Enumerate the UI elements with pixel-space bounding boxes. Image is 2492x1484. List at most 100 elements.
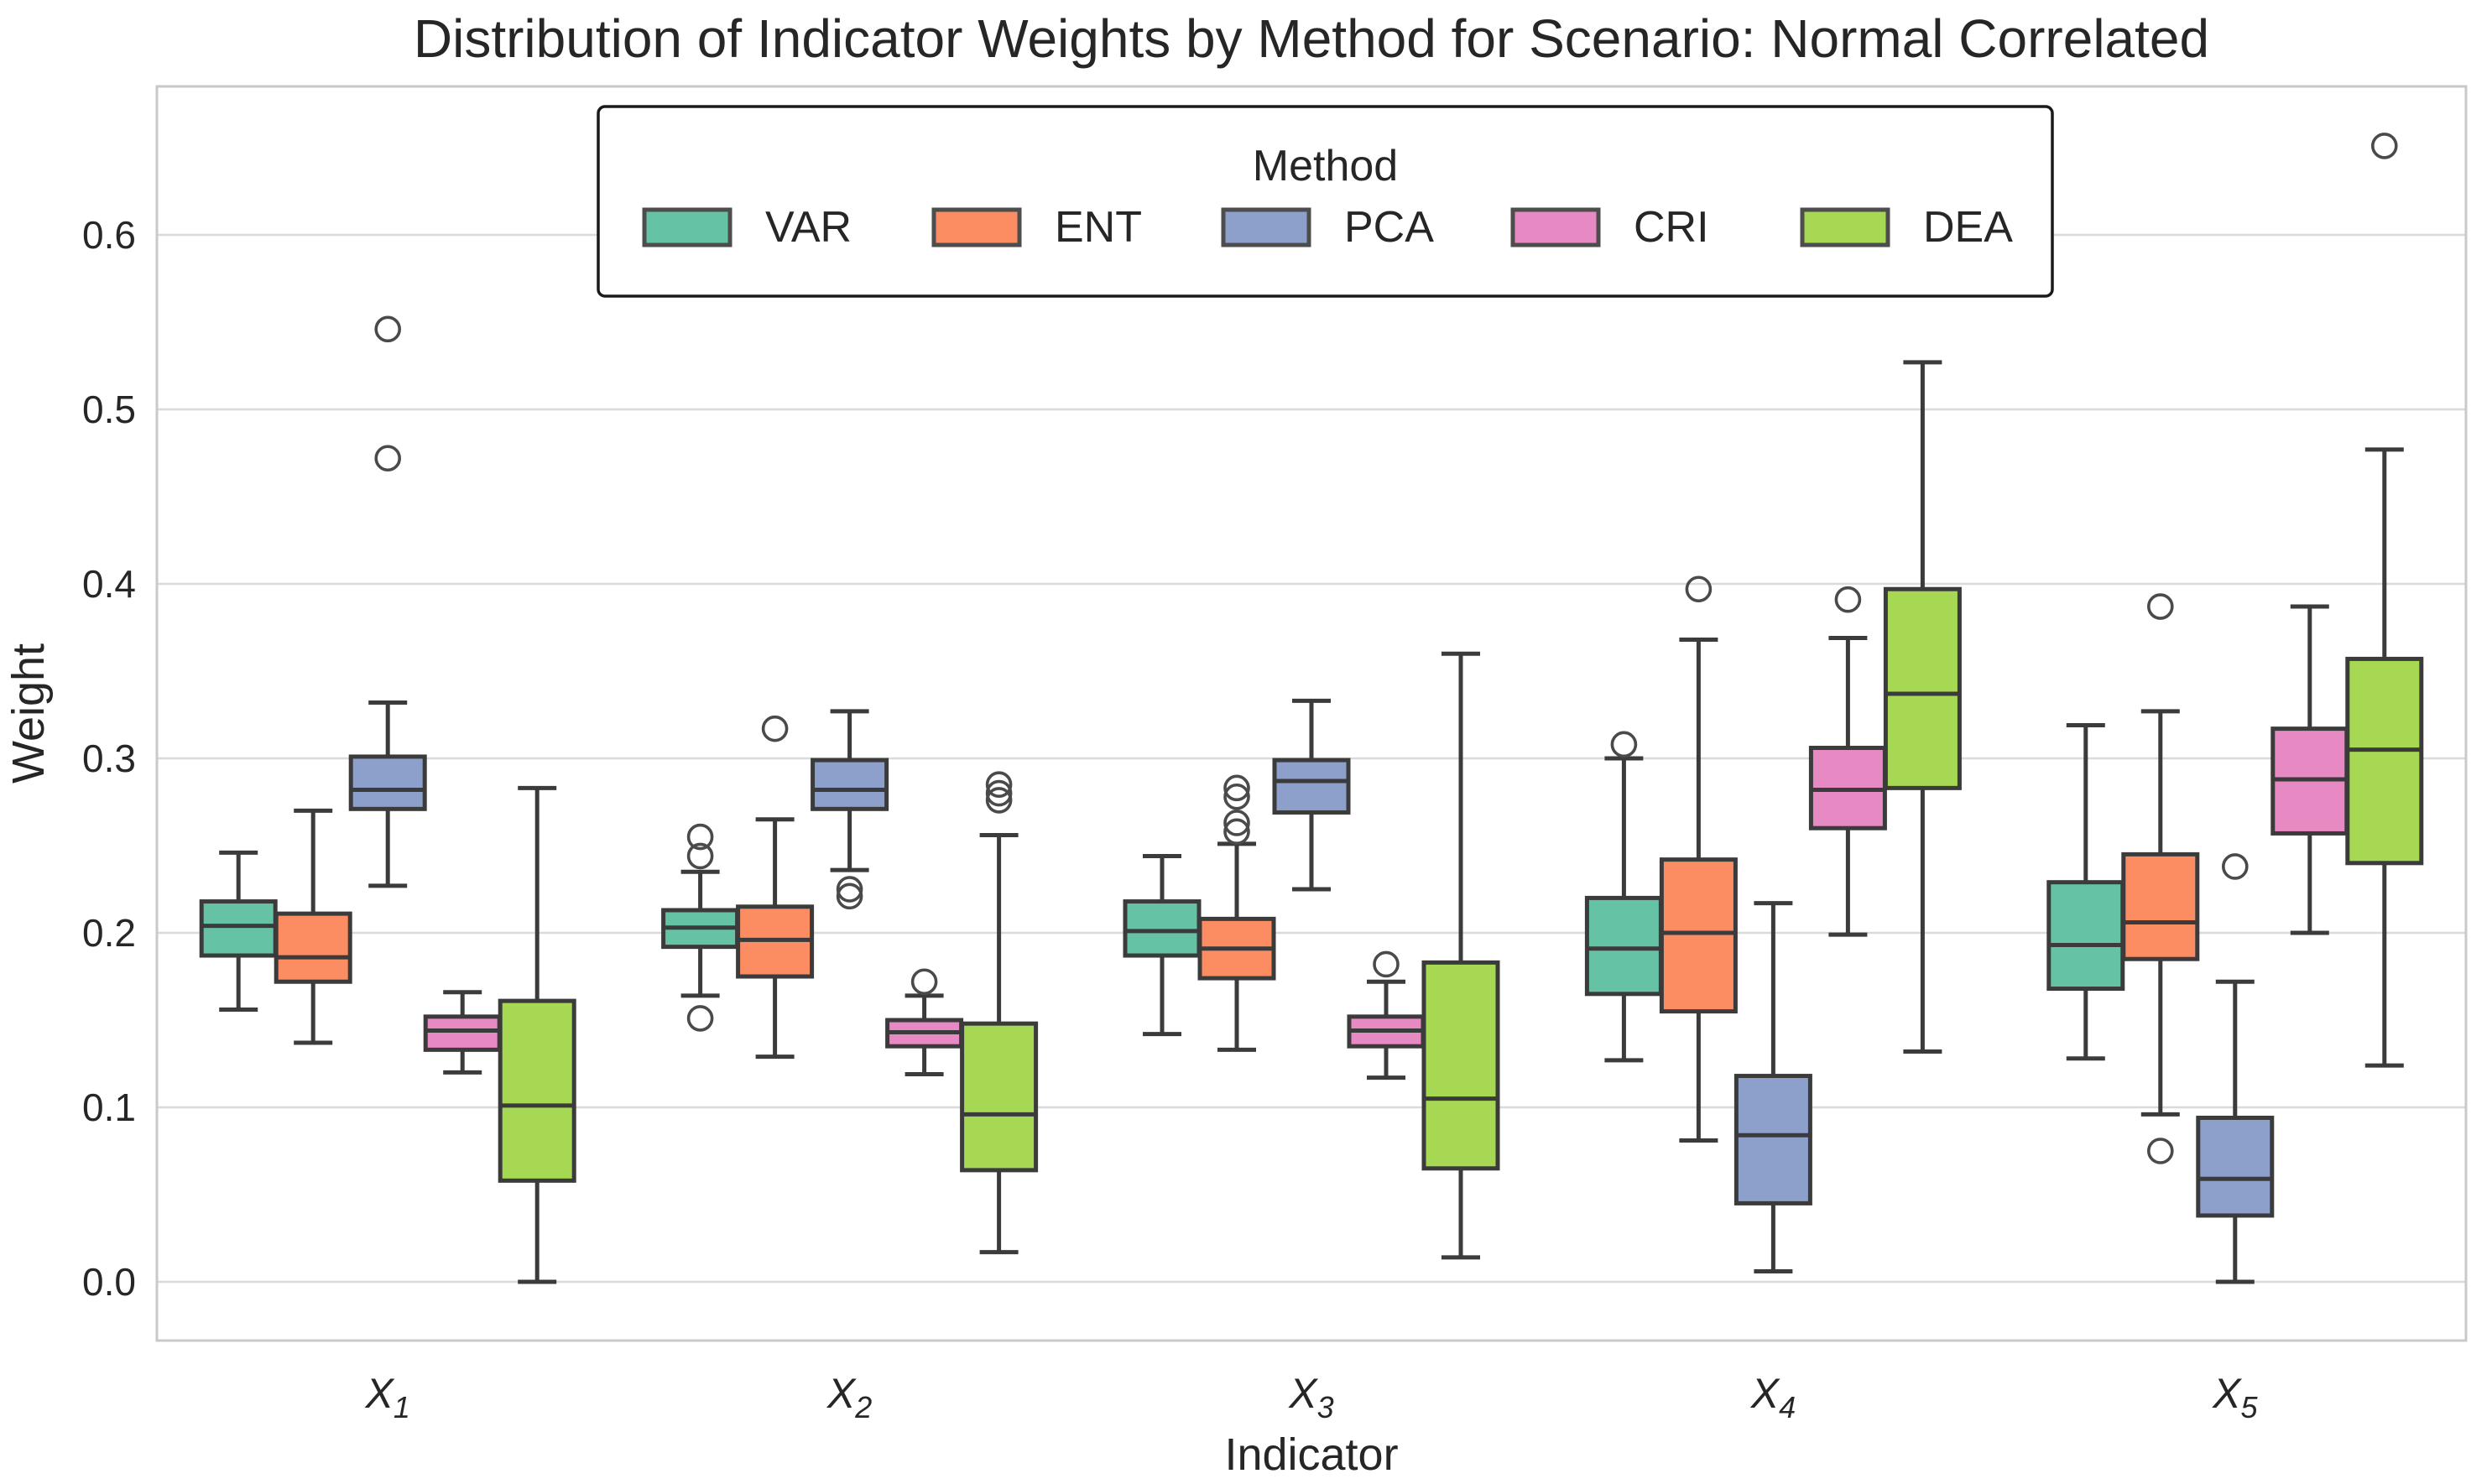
legend-entry-PCA: PCA <box>1221 203 1434 252</box>
outlier-marker <box>836 883 863 910</box>
outlier-marker <box>910 968 938 996</box>
x-tick-label: X2 <box>826 1370 872 1424</box>
outlier-marker <box>2147 593 2174 620</box>
outlier-marker <box>686 1005 714 1032</box>
iqr-box <box>1883 586 1962 790</box>
y-tick-label: 0.2 <box>82 911 136 955</box>
outlier-marker <box>985 779 1013 807</box>
box-ENT-X2 <box>736 715 815 1060</box>
legend-label: PCA <box>1344 203 1434 252</box>
outlier-marker <box>1373 950 1400 978</box>
y-axis-label: Weight <box>3 643 54 784</box>
box-DEA-X4 <box>1883 360 1962 1054</box>
box-DEA-X5 <box>2345 133 2424 1068</box>
legend-entry-DEA: DEA <box>1800 203 2013 252</box>
iqr-box <box>274 911 352 984</box>
legend-label: DEA <box>1923 203 2013 252</box>
legend-patch-ENT <box>931 207 1022 247</box>
iqr-box <box>2196 1115 2275 1218</box>
box-PCA-X5 <box>2196 853 2275 1284</box>
y-tick-label: 0.0 <box>82 1260 136 1304</box>
outlier-marker <box>1223 783 1250 810</box>
box-CRI-X3 <box>1347 950 1426 1080</box>
legend-box <box>597 105 2054 298</box>
box-PCA-X1 <box>348 315 427 888</box>
box-DEA-X1 <box>498 785 576 1284</box>
outlier-marker <box>985 787 1013 814</box>
box-DEA-X2 <box>960 771 1039 1255</box>
x-axis-ticks: X1 X2 X3 X4 X5 <box>365 1370 2259 1424</box>
outlier-marker <box>1834 586 1862 613</box>
y-tick-label: 0.3 <box>82 737 136 780</box>
y-tick-label: 0.5 <box>82 388 136 431</box>
outlier-marker <box>985 771 1013 799</box>
legend-patch-DEA <box>1800 207 1890 247</box>
legend-label: CRI <box>1634 203 1709 252</box>
iqr-box <box>199 899 278 958</box>
outlier-marker <box>2147 1138 2174 1164</box>
x-tick-label: X3 <box>1288 1370 1333 1424</box>
box-CRI-X1 <box>423 990 502 1075</box>
box-ENT-X3 <box>1197 774 1276 1052</box>
box-PCA-X3 <box>1272 698 1351 892</box>
outlier-marker <box>2371 133 2398 159</box>
y-tick-label: 0.1 <box>82 1086 136 1129</box>
iqr-box <box>1584 895 1663 997</box>
box-CRI-X4 <box>1808 586 1887 937</box>
legend-entry-VAR: VAR <box>642 203 852 252</box>
box-ENT-X5 <box>2121 593 2200 1164</box>
box-DEA-X3 <box>1421 651 1500 1260</box>
box-VAR-X4 <box>1584 731 1663 1063</box>
x-tick-label: X5 <box>2212 1370 2258 1424</box>
box-ENT-X4 <box>1659 575 1738 1143</box>
y-axis-ticks: 0.0 0.1 0.2 0.3 0.4 0.5 0.6 <box>82 213 136 1304</box>
outlier-marker <box>374 445 402 472</box>
iqr-box <box>2345 656 2424 866</box>
legend-entry-CRI: CRI <box>1510 203 1709 252</box>
y-tick-label: 0.4 <box>82 562 136 606</box>
outlier-marker <box>1610 731 1638 758</box>
legend-label: VAR <box>765 203 852 252</box>
box-ENT-X1 <box>274 808 352 1045</box>
iqr-box <box>960 1021 1039 1173</box>
x-tick-label: X1 <box>365 1370 410 1424</box>
outlier-marker <box>374 315 402 343</box>
boxes <box>199 133 2424 1284</box>
outlier-marker <box>1223 774 1250 802</box>
outlier-marker <box>1223 810 1250 836</box>
box-PCA-X2 <box>811 709 889 910</box>
box-VAR-X2 <box>661 823 740 1032</box>
legend: Method VAR ENT PCA CRI DEA <box>597 105 2054 298</box>
outlier-marker <box>686 842 714 870</box>
iqr-box <box>1272 758 1351 815</box>
legend-title: Method <box>1253 142 1398 190</box>
iqr-box <box>348 754 427 811</box>
outlier-marker <box>1685 575 1713 603</box>
outlier-marker <box>1223 818 1250 846</box>
box-PCA-X4 <box>1733 901 1812 1274</box>
legend-patch-PCA <box>1221 207 1311 247</box>
iqr-box <box>1733 1074 1812 1205</box>
legend-label: ENT <box>1055 203 1142 252</box>
x-axis-label: Indicator <box>1224 1429 1398 1480</box>
iqr-box <box>1421 960 1500 1171</box>
legend-entry-ENT: ENT <box>931 203 1142 252</box>
y-tick-label: 0.6 <box>82 213 136 257</box>
outlier-marker <box>686 823 714 851</box>
outlier-marker <box>2222 853 2249 880</box>
iqr-box <box>2046 880 2125 992</box>
legend-patch-CRI <box>1510 207 1601 247</box>
iqr-box <box>1659 857 1738 1014</box>
iqr-box <box>1123 899 1202 958</box>
outlier-marker <box>836 876 863 903</box>
x-tick-label: X4 <box>1750 1370 1796 1424</box>
outlier-marker <box>761 715 789 742</box>
iqr-box <box>423 1014 502 1052</box>
box-CRI-X5 <box>2270 604 2349 935</box>
iqr-box <box>811 758 889 811</box>
iqr-box <box>498 998 576 1183</box>
axes-frame <box>155 85 2468 1342</box>
chart-title: Distribution of Indicator Weights by Met… <box>414 8 2209 69</box>
